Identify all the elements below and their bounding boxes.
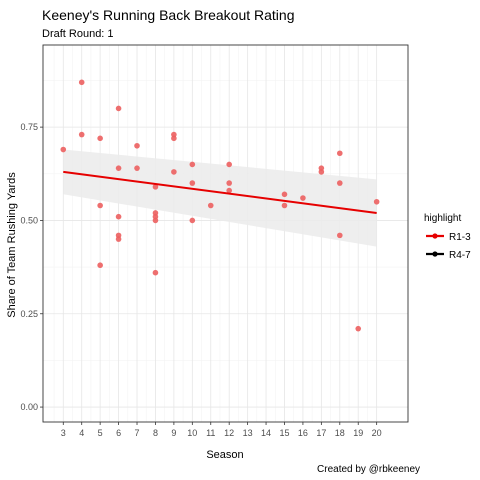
data-point	[60, 146, 67, 153]
data-point	[318, 169, 325, 175]
legend-title: highlight	[424, 213, 461, 224]
data-point	[78, 131, 85, 138]
trend-line	[63, 170, 377, 214]
panel-border	[42, 44, 409, 423]
data-point	[336, 232, 343, 239]
data-point	[134, 165, 140, 171]
major-gridlines	[43, 45, 408, 422]
y-axis-label: Share of Team Rushing Yards	[6, 172, 18, 318]
y-tick-label: 0.50	[20, 215, 38, 225]
x-tick-label: 11	[206, 428, 215, 438]
x-tick-label: 19	[353, 428, 363, 438]
data-point	[115, 105, 122, 112]
data-point	[226, 180, 232, 186]
x-tick-label: 9	[171, 428, 176, 438]
data-point	[281, 191, 288, 198]
data-point	[115, 165, 122, 171]
x-tick-label: 15	[279, 428, 289, 438]
x-tick-label: 18	[335, 428, 345, 438]
chart-subtitle: Draft Round: 1	[42, 28, 114, 40]
legend-key-point	[432, 233, 438, 239]
x-tick-label: 14	[261, 428, 271, 438]
data-point	[134, 142, 140, 149]
x-tick-label: 12	[224, 428, 234, 438]
data-point	[171, 135, 177, 142]
x-tick-label: 8	[153, 428, 158, 438]
data-point	[336, 180, 343, 186]
legend-item-r1-3: R1-3	[426, 232, 471, 243]
x-tick-label: 13	[243, 428, 253, 438]
data-point	[226, 187, 232, 194]
x-tick-label: 3	[61, 428, 66, 438]
data-point	[373, 198, 380, 205]
data-point	[207, 202, 214, 209]
chart-title: Keeney's Running Back Breakout Rating	[42, 7, 295, 23]
data-point	[152, 217, 159, 224]
legend: highlight R1-3 R4-7	[424, 213, 471, 261]
data-points	[60, 79, 380, 332]
data-point	[355, 325, 362, 332]
data-point	[189, 161, 196, 168]
x-tick-label: 16	[298, 428, 308, 438]
data-point	[78, 79, 85, 86]
y-tick-label: 0.00	[20, 402, 38, 412]
data-point	[115, 213, 122, 220]
x-tick-label: 7	[135, 428, 140, 438]
x-axis-label: Season	[206, 449, 243, 461]
y-tick-label: 0.75	[20, 122, 38, 132]
data-point	[189, 180, 196, 186]
data-point	[171, 169, 177, 175]
x-tick-label: 10	[187, 428, 197, 438]
data-point	[97, 262, 103, 269]
data-point	[152, 184, 159, 190]
chart-caption: Created by @rbkeeney	[317, 464, 420, 475]
plot-panel	[42, 44, 409, 423]
data-point	[189, 217, 196, 224]
legend-label: R1-3	[449, 232, 471, 243]
x-axis-ticks: 3 4 5 6 7 8 9 10 11 12 13 14 15 16 17 18 19 20	[61, 422, 382, 438]
x-tick-label: 4	[79, 428, 84, 438]
data-point	[300, 195, 306, 201]
data-point	[336, 150, 343, 157]
data-point	[115, 236, 122, 242]
x-tick-label: 20	[372, 428, 382, 438]
x-tick-label: 5	[98, 428, 103, 438]
data-point	[226, 161, 232, 168]
y-tick-label: 0.25	[20, 309, 38, 319]
x-tick-label: 17	[316, 428, 326, 438]
data-point	[97, 202, 103, 209]
data-point	[152, 269, 159, 276]
data-point	[281, 202, 288, 209]
x-tick-label: 6	[116, 428, 121, 438]
legend-key-point	[432, 251, 438, 257]
legend-item-r4-7: R4-7	[426, 250, 471, 261]
y-axis-ticks: 0.00 0.25 0.50 0.75	[20, 122, 43, 412]
legend-label: R4-7	[449, 250, 471, 261]
data-point	[97, 135, 103, 142]
confidence-ribbon	[63, 149, 377, 247]
